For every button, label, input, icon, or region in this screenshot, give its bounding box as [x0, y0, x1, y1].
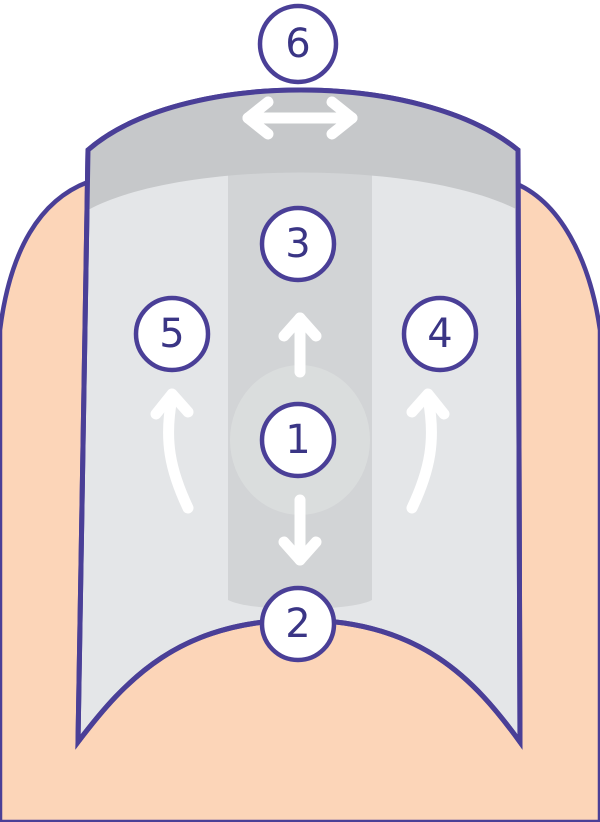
marker-1-label: 1 — [285, 417, 310, 463]
arrow-curve-left — [150, 388, 194, 514]
marker-2-label: 2 — [285, 601, 310, 647]
arrow-curve-right — [406, 388, 450, 514]
marker-3-label: 3 — [285, 221, 310, 267]
marker-6: 6 — [257, 3, 339, 85]
marker-5-label: 5 — [159, 311, 184, 357]
marker-1: 1 — [259, 401, 337, 479]
arrow-horizontal-both — [242, 96, 358, 140]
marker-2: 2 — [259, 585, 337, 663]
marker-4: 4 — [401, 295, 479, 373]
marker-6-label: 6 — [285, 21, 310, 67]
marker-5: 5 — [133, 295, 211, 373]
arrow-down — [278, 494, 322, 566]
marker-3: 3 — [259, 205, 337, 283]
arrow-up — [278, 312, 322, 378]
nail-free-edge — [88, 90, 518, 210]
marker-4-label: 4 — [427, 311, 452, 357]
nail-outline-stroke — [75, 87, 523, 750]
